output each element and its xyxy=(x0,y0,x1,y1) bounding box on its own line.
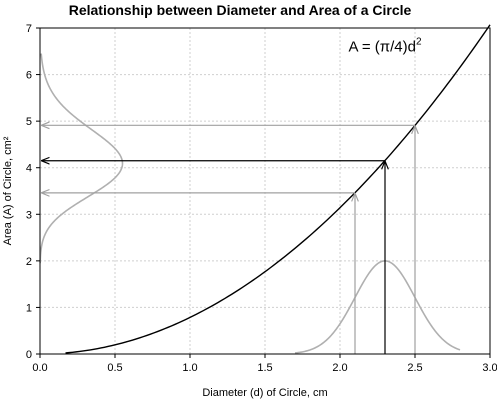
area-distribution xyxy=(39,53,124,264)
area-curve-line xyxy=(65,24,491,354)
x-tick-label: 0.5 xyxy=(107,362,122,374)
y-axis-label: Area (A) of Circle, cm² xyxy=(2,136,14,245)
mapping-arrows xyxy=(42,125,415,354)
diameter-distribution xyxy=(294,260,461,354)
y-tick-label: 7 xyxy=(26,23,32,35)
y-tick-label: 2 xyxy=(26,256,32,268)
x-tick-label: 2.5 xyxy=(407,362,422,374)
formula-fraction: (π/4) xyxy=(375,38,408,55)
formula-variable: d xyxy=(408,38,416,55)
x-axis-ticks: 0.0 0.5 1.0 1.5 2.0 2.5 3.0 xyxy=(32,354,497,374)
y-tick-label: 5 xyxy=(26,116,32,128)
formula-annotation: A = (π/4)d2 xyxy=(348,36,421,55)
x-tick-label: 1.0 xyxy=(182,362,197,374)
x-axis-label: Diameter (d) of Circle, cm xyxy=(202,387,327,399)
area-distribution-line xyxy=(39,53,124,264)
x-tick-label: 1.5 xyxy=(257,362,272,374)
formula-exponent: 2 xyxy=(416,36,422,47)
area-curve xyxy=(65,24,491,354)
y-tick-label: 1 xyxy=(26,302,32,314)
formula-prefix: A = xyxy=(348,38,374,55)
grid xyxy=(40,28,490,354)
x-tick-label: 0.0 xyxy=(32,362,47,374)
diameter-distribution-line xyxy=(294,260,461,354)
x-tick-label: 2.0 xyxy=(332,362,347,374)
y-tick-label: 3 xyxy=(26,209,32,221)
x-tick-label: 3.0 xyxy=(482,362,497,374)
y-axis-ticks: 0 1 2 3 4 5 6 7 xyxy=(26,23,40,361)
y-tick-label: 6 xyxy=(26,70,32,82)
y-tick-label: 0 xyxy=(26,349,32,361)
y-tick-label: 4 xyxy=(26,163,32,175)
chart-title: Relationship between Diameter and Area o… xyxy=(69,2,412,18)
